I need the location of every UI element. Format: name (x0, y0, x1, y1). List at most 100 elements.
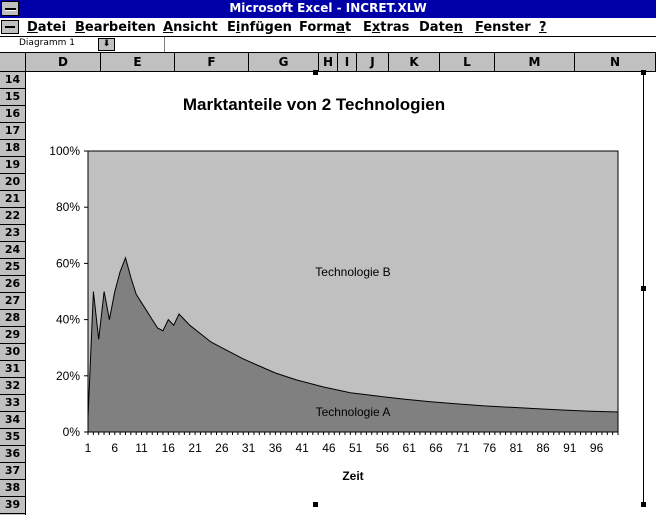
column-header-j[interactable]: J (357, 53, 389, 71)
column-header-l[interactable]: L (440, 53, 495, 71)
column-header-h[interactable]: H (319, 53, 338, 71)
row-header-22[interactable]: 22 (0, 208, 25, 225)
x-tick-label: 71 (456, 441, 470, 455)
y-tick-label: 100% (49, 144, 80, 158)
row-header-27[interactable]: 27 (0, 293, 25, 310)
x-tick-label: 36 (269, 441, 283, 455)
row-header-14[interactable]: 14 (0, 72, 25, 89)
menu-fenster[interactable]: Fenster (475, 20, 531, 35)
menu-einfgen[interactable]: Einfügen (227, 20, 292, 35)
column-header-k[interactable]: K (389, 53, 440, 71)
menu-extras[interactable]: Extras (363, 20, 410, 35)
minus-icon (5, 26, 15, 28)
menu-bar: Datei Bearbeiten Ansicht Einfügen Format Extr… (0, 18, 656, 37)
column-header-n[interactable]: N (575, 53, 656, 71)
column-header-e[interactable]: E (101, 53, 175, 71)
row-header-20[interactable]: 20 (0, 174, 25, 191)
row-header-34[interactable]: 34 (0, 412, 25, 429)
formula-separator (164, 37, 165, 52)
x-tick-label: 6 (111, 441, 118, 455)
x-tick-label: 91 (563, 441, 577, 455)
row-header-38[interactable]: 38 (0, 480, 25, 497)
x-tick-label: 1 (85, 441, 92, 455)
document-menu-button[interactable] (1, 20, 19, 34)
row-header-23[interactable]: 23 (0, 225, 25, 242)
vertical-scroll-area[interactable] (644, 72, 656, 505)
y-tick-label: 60% (56, 256, 80, 270)
row-header-21[interactable]: 21 (0, 191, 25, 208)
select-all-corner[interactable] (0, 53, 26, 71)
menu-ansicht[interactable]: Ansicht (163, 20, 218, 35)
column-header-d[interactable]: D (26, 53, 101, 71)
x-tick-label: 86 (536, 441, 550, 455)
y-tick-label: 0% (63, 425, 81, 439)
menu-help[interactable]: ? (539, 20, 547, 35)
row-header-17[interactable]: 17 (0, 123, 25, 140)
row-header-37[interactable]: 37 (0, 463, 25, 480)
menu-format[interactable]: Format (299, 20, 352, 35)
x-tick-label: 16 (162, 441, 176, 455)
chart-svg: Marktanteile von 2 Technologien Technolog… (49, 95, 619, 483)
chart-title: Marktanteile von 2 Technologien (183, 95, 445, 114)
row-header-30[interactable]: 30 (0, 344, 25, 361)
series-label-technologie-a: Technologie A (316, 405, 391, 419)
row-header-33[interactable]: 33 (0, 395, 25, 412)
x-tick-label: 41 (295, 441, 309, 455)
x-tick-label: 66 (429, 441, 443, 455)
y-tick-label: 40% (56, 313, 80, 327)
x-tick-label: 31 (242, 441, 256, 455)
row-header-29[interactable]: 29 (0, 327, 25, 344)
column-header-g[interactable]: G (249, 53, 319, 71)
plot-area-border (87, 150, 619, 433)
row-header-18[interactable]: 18 (0, 140, 25, 157)
title-bar: Microsoft Excel - INCRET.XLW (0, 0, 656, 18)
row-header-36[interactable]: 36 (0, 446, 25, 463)
x-tick-label: 21 (188, 441, 202, 455)
row-header-24[interactable]: 24 (0, 242, 25, 259)
selection-handle-top-right[interactable] (641, 70, 646, 75)
y-tick-label: 80% (56, 200, 80, 214)
row-header-31[interactable]: 31 (0, 361, 25, 378)
x-tick-label: 81 (510, 441, 524, 455)
x-tick-label: 56 (376, 441, 390, 455)
column-header-m[interactable]: M (495, 53, 575, 71)
x-tick-label: 96 (590, 441, 604, 455)
x-tick-label: 46 (322, 441, 336, 455)
x-tick-label: 76 (483, 441, 497, 455)
name-box-dropdown-button[interactable]: ⬇ (98, 38, 115, 51)
x-tick-label: 11 (135, 441, 148, 455)
menu-daten[interactable]: Daten (419, 20, 463, 35)
y-tick-label: 20% (56, 369, 80, 383)
row-header-35[interactable]: 35 (0, 429, 25, 446)
menu-bearbeiten[interactable]: Bearbeiten (75, 20, 156, 35)
x-tick-label: 51 (349, 441, 363, 455)
row-header-32[interactable]: 32 (0, 378, 25, 395)
row-header-26[interactable]: 26 (0, 276, 25, 293)
x-tick-label: 61 (403, 441, 417, 455)
chart-object[interactable]: Marktanteile von 2 Technologien Technolog… (26, 72, 644, 505)
row-header-19[interactable]: 19 (0, 157, 25, 174)
series-technologie-a-area (87, 256, 619, 433)
x-tick-label: 26 (215, 441, 229, 455)
formula-bar: Diagramm 1 ⬇ (0, 37, 656, 53)
selection-handle-bottom[interactable] (313, 502, 318, 507)
row-header-39[interactable]: 39 (0, 497, 25, 514)
row-header-16[interactable]: 16 (0, 106, 25, 123)
selection-handle-top[interactable] (313, 70, 318, 75)
x-axis-label: Zeit (342, 469, 363, 483)
row-header-28[interactable]: 28 (0, 310, 25, 327)
row-header-15[interactable]: 15 (0, 89, 25, 106)
selection-handle-bottom-right[interactable] (641, 502, 646, 507)
row-header-25[interactable]: 25 (0, 259, 25, 276)
system-menu-button[interactable] (1, 1, 19, 16)
column-header-f[interactable]: F (175, 53, 249, 71)
name-box[interactable]: Diagramm 1 (19, 38, 75, 48)
menu-datei[interactable]: Datei (27, 20, 67, 35)
series-label-technologie-b: Technologie B (315, 265, 390, 279)
column-header-i[interactable]: I (338, 53, 357, 71)
window-title: Microsoft Excel - INCRET.XLW (229, 1, 427, 15)
row-headers: 14 15 16 17 18 19 20 21 22 23 24 25 26 27 28 29 30 31 32 33… (0, 72, 26, 515)
selection-handle-right[interactable] (641, 286, 646, 291)
minus-icon (5, 8, 16, 11)
